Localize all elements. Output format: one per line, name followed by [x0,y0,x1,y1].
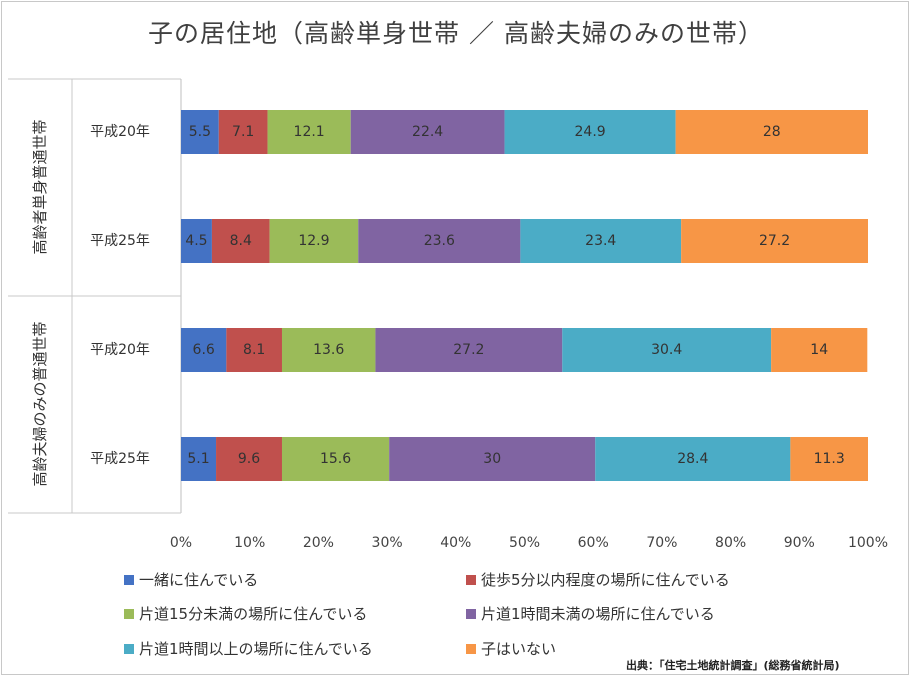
data-label-2-1: 4.5 [185,233,207,249]
category-label-1: 平成20年 [90,124,150,140]
data-label-4-5: 28.4 [677,451,708,467]
data-label-2-2: 8.4 [230,233,252,249]
legend-swatch-3 [124,609,134,619]
bar-segment-1-2 [218,110,268,154]
legend-swatch-2 [466,575,476,585]
data-label-1-2: 7.1 [232,124,254,140]
data-label-4-2: 9.6 [238,451,260,467]
bar-segment-1-1 [181,110,219,154]
data-label-1-1: 5.5 [189,124,211,140]
legend-label-2: 徒歩5分以内程度の場所に住んでいる [481,571,730,589]
bar-segment-1-3 [267,110,351,154]
bar-segment-3-6 [771,328,868,372]
category-label-2: 平成25年 [90,233,150,249]
data-label-2-3: 12.9 [298,233,329,249]
bar-segment-3-1 [181,328,227,372]
legend-swatch-4 [466,609,476,619]
data-label-2-6: 27.2 [759,233,790,249]
legend-label-5: 片道1時間以上の場所に住んでいる [139,640,373,658]
data-label-3-2: 8.1 [243,342,265,358]
data-label-3-5: 30.4 [651,342,682,358]
bar-segment-4-2 [216,437,282,481]
group-label-1: 高齢者単身普通世帯 [31,119,49,254]
data-label-4-6: 11.3 [814,451,845,467]
bar-segment-2-1 [181,219,212,263]
bar-segment-3-3 [281,328,376,372]
data-label-1-6: 28 [763,124,781,140]
x-tick-label-3: 30% [372,535,403,551]
chart-title: 子の居住地（高齢単身世帯 ／ 高齢夫婦のみの世帯） [148,19,764,48]
group-label-2: 高齢夫婦のみの普通世帯 [31,321,49,486]
data-label-2-5: 23.4 [585,233,616,249]
bar-segment-4-5 [595,437,791,481]
legend-label-3: 片道15分未満の場所に住んでいる [139,605,367,623]
data-label-3-1: 6.6 [193,342,215,358]
x-tick-label-5: 50% [509,535,540,551]
bar-segment-4-3 [281,437,390,481]
x-tick-label-4: 40% [440,535,471,551]
x-tick-label-6: 60% [578,535,609,551]
data-label-1-5: 24.9 [575,124,606,140]
data-label-3-3: 13.6 [313,342,344,358]
legend-label-4: 片道1時間未満の場所に住んでいる [481,605,715,623]
bar-segment-3-4 [375,328,563,372]
data-label-2-4: 23.6 [424,233,455,249]
data-label-3-6: 14 [810,342,828,358]
data-label-4-4: 30 [483,451,501,467]
bar-segment-4-6 [790,437,868,481]
legend-label-1: 一緒に住んでいる [139,571,258,589]
x-tick-label-7: 70% [646,535,677,551]
legend-label-6: 子はいない [481,640,556,658]
legend-swatch-5 [124,644,134,654]
bar-segment-1-6 [675,110,868,154]
bar-segment-2-6 [681,219,868,263]
category-label-3: 平成20年 [90,342,150,358]
bar-segment-4-1 [181,437,217,481]
bar-segment-2-2 [211,219,270,263]
legend-swatch-1 [124,575,134,585]
data-label-4-3: 15.6 [320,451,351,467]
x-tick-label-10: 100% [848,535,888,551]
x-tick-label-2: 20% [303,535,334,551]
data-label-3-4: 27.2 [453,342,484,358]
legend-swatch-6 [466,644,476,654]
bar-segment-2-3 [269,219,359,263]
category-label-4: 平成25年 [90,451,150,467]
source-note: 出典：「住宅土地統計調査」(総務省統計局) [626,659,840,672]
x-tick-label-9: 90% [784,535,815,551]
data-label-4-1: 5.1 [187,451,209,467]
bar-segment-3-5 [562,328,772,372]
x-tick-label-8: 80% [715,535,746,551]
data-label-1-3: 12.1 [294,124,325,140]
x-tick-label-0: 0% [170,535,192,551]
bar-segment-1-5 [504,110,676,154]
bar-segment-4-4 [389,437,596,481]
bar-segment-2-5 [520,219,682,263]
x-tick-label-1: 10% [234,535,265,551]
data-label-1-4: 22.4 [412,124,443,140]
bar-segment-2-4 [358,219,521,263]
bar-segment-1-4 [350,110,505,154]
bar-segment-3-2 [226,328,282,372]
